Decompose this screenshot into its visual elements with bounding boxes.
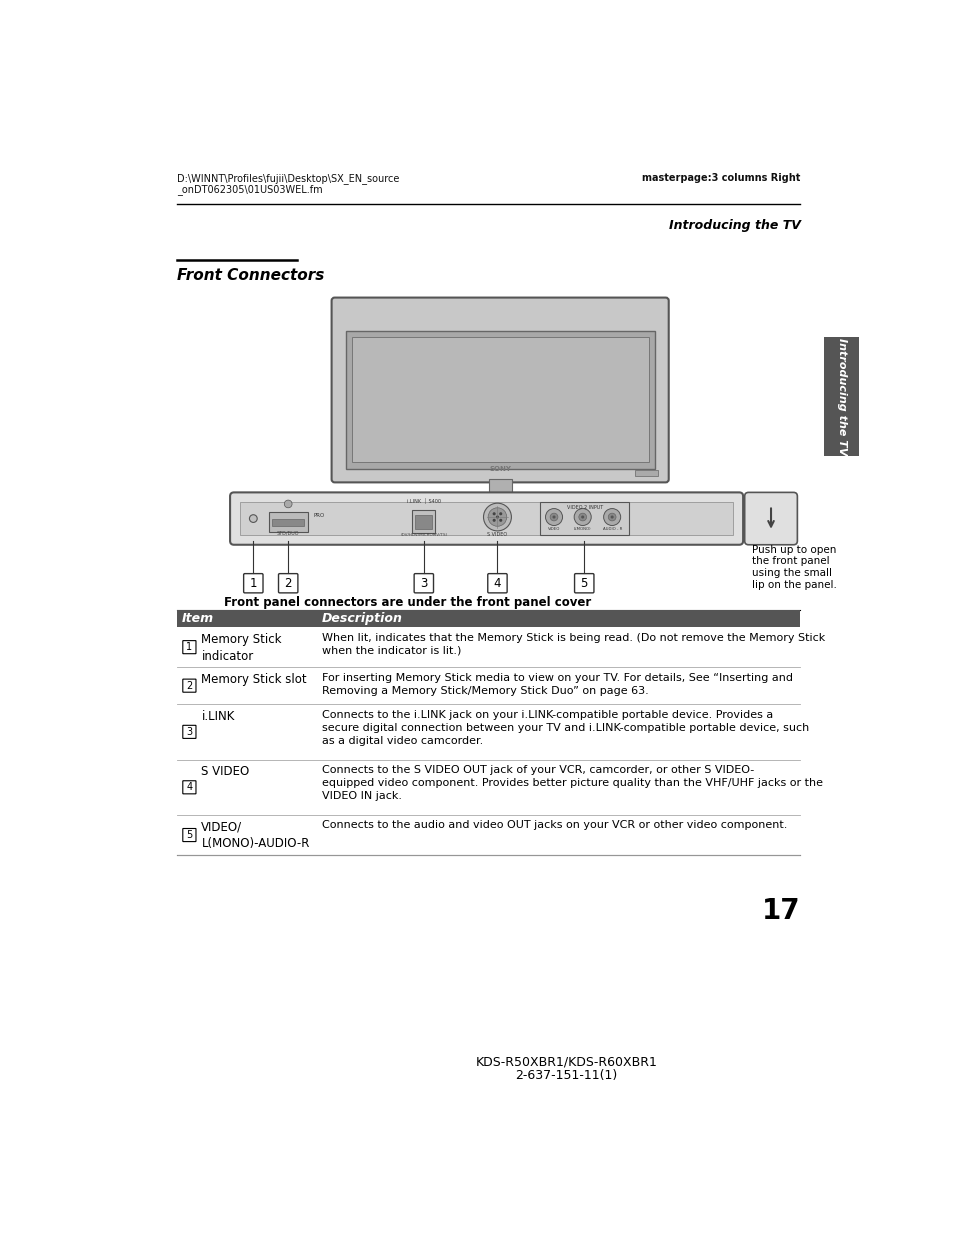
FancyBboxPatch shape bbox=[332, 298, 668, 483]
Text: 2: 2 bbox=[284, 577, 292, 590]
Text: When lit, indicates that the Memory Stick is being read. (Do not remove the Memo: When lit, indicates that the Memory Stic… bbox=[321, 632, 824, 656]
Text: masterpage:3 columns Right: masterpage:3 columns Right bbox=[641, 173, 800, 183]
FancyBboxPatch shape bbox=[183, 641, 195, 653]
Bar bbox=[272, 520, 304, 526]
Circle shape bbox=[284, 500, 292, 508]
FancyBboxPatch shape bbox=[183, 679, 195, 692]
Text: STD/DUO: STD/DUO bbox=[276, 531, 299, 536]
Text: 1: 1 bbox=[186, 642, 193, 652]
Bar bbox=[352, 337, 648, 462]
Text: i.LINK: i.LINK bbox=[201, 710, 234, 722]
Text: 5: 5 bbox=[186, 830, 193, 840]
Text: Front panel connectors are under the front panel cover: Front panel connectors are under the fro… bbox=[224, 597, 591, 609]
Circle shape bbox=[610, 515, 613, 519]
Bar bbox=[177, 610, 800, 627]
FancyBboxPatch shape bbox=[574, 573, 594, 593]
Circle shape bbox=[483, 503, 511, 531]
Text: 17: 17 bbox=[761, 897, 800, 925]
Bar bbox=[177, 760, 800, 815]
FancyBboxPatch shape bbox=[183, 781, 195, 794]
Bar bbox=[634, 471, 658, 477]
Circle shape bbox=[552, 515, 555, 519]
Circle shape bbox=[580, 515, 583, 519]
Text: For inserting Memory Stick media to view on your TV. For details, See “Inserting: For inserting Memory Stick media to view… bbox=[321, 673, 792, 695]
FancyBboxPatch shape bbox=[183, 725, 195, 739]
FancyBboxPatch shape bbox=[183, 829, 195, 841]
Text: Connects to the audio and video OUT jacks on your VCR or other video component.: Connects to the audio and video OUT jack… bbox=[321, 820, 786, 830]
Bar bbox=[345, 331, 654, 468]
Circle shape bbox=[498, 513, 502, 515]
Text: Front Connectors: Front Connectors bbox=[177, 268, 324, 283]
Text: S VIDEO: S VIDEO bbox=[201, 764, 250, 778]
FancyBboxPatch shape bbox=[243, 573, 263, 593]
Text: Introducing the TV: Introducing the TV bbox=[836, 338, 845, 456]
Bar bbox=[177, 815, 800, 855]
Text: L(MONO): L(MONO) bbox=[574, 527, 591, 531]
FancyBboxPatch shape bbox=[744, 493, 797, 545]
Text: S VIDEO: S VIDEO bbox=[487, 532, 507, 537]
Circle shape bbox=[578, 514, 586, 521]
Text: Introducing the TV: Introducing the TV bbox=[668, 219, 800, 232]
Circle shape bbox=[488, 508, 506, 526]
FancyBboxPatch shape bbox=[278, 573, 297, 593]
Circle shape bbox=[249, 515, 257, 522]
Text: 5: 5 bbox=[580, 577, 587, 590]
Text: D:\WINNT\Profiles\fujii\Desktop\SX_EN_source: D:\WINNT\Profiles\fujii\Desktop\SX_EN_so… bbox=[177, 173, 399, 184]
Circle shape bbox=[492, 513, 496, 515]
Bar bbox=[177, 627, 800, 667]
Bar bbox=[177, 704, 800, 760]
Circle shape bbox=[492, 519, 496, 522]
Text: Connects to the S VIDEO OUT jack of your VCR, camcorder, or other S VIDEO-
equip: Connects to the S VIDEO OUT jack of your… bbox=[321, 764, 821, 802]
FancyBboxPatch shape bbox=[414, 573, 433, 593]
Text: 4: 4 bbox=[186, 782, 193, 793]
Text: i.LINK  │ S400: i.LINK │ S400 bbox=[406, 499, 440, 504]
Circle shape bbox=[496, 515, 498, 519]
Bar bbox=[823, 337, 858, 456]
Text: Connects to the i.LINK jack on your i.LINK-compatible portable device. Provides : Connects to the i.LINK jack on your i.LI… bbox=[321, 710, 808, 746]
Text: 1: 1 bbox=[250, 577, 256, 590]
FancyBboxPatch shape bbox=[487, 573, 507, 593]
Text: Description: Description bbox=[321, 613, 402, 625]
Bar bbox=[240, 503, 732, 535]
Bar bbox=[415, 515, 432, 529]
FancyBboxPatch shape bbox=[230, 493, 742, 545]
Bar bbox=[539, 503, 629, 535]
Text: Item: Item bbox=[182, 613, 213, 625]
Circle shape bbox=[574, 509, 591, 526]
Text: VIDEO/
L(MONO)-AUDIO-R: VIDEO/ L(MONO)-AUDIO-R bbox=[201, 820, 310, 851]
Bar bbox=[488, 479, 511, 495]
Text: 3: 3 bbox=[419, 577, 427, 590]
Text: VIDEO 2 INPUT: VIDEO 2 INPUT bbox=[566, 505, 602, 510]
Bar bbox=[269, 511, 307, 531]
Text: 2: 2 bbox=[186, 680, 193, 690]
Text: 2-637-151-11(1): 2-637-151-11(1) bbox=[515, 1070, 617, 1082]
Text: Memory Stick slot: Memory Stick slot bbox=[201, 673, 307, 685]
Circle shape bbox=[608, 514, 616, 521]
Bar bbox=[177, 667, 800, 704]
Text: _onDT062305\01US03WEL.fm: _onDT062305\01US03WEL.fm bbox=[177, 184, 323, 195]
Text: PRO: PRO bbox=[314, 513, 325, 517]
Circle shape bbox=[603, 509, 620, 526]
Text: 4: 4 bbox=[494, 577, 500, 590]
Text: (DV/HDV/MICROMV/TS): (DV/HDV/MICROMV/TS) bbox=[399, 534, 447, 537]
Text: Push up to open
the front panel
using the small
lip on the panel.: Push up to open the front panel using th… bbox=[752, 545, 837, 589]
Text: 3: 3 bbox=[186, 727, 193, 737]
Text: SONY: SONY bbox=[489, 466, 511, 472]
Text: AUDIO - R: AUDIO - R bbox=[602, 527, 621, 531]
Text: KDS-R50XBR1/KDS-R60XBR1: KDS-R50XBR1/KDS-R60XBR1 bbox=[475, 1055, 657, 1068]
Bar bbox=[412, 510, 435, 534]
Text: VIDEO: VIDEO bbox=[547, 527, 559, 531]
Circle shape bbox=[545, 509, 562, 526]
Circle shape bbox=[550, 514, 558, 521]
Circle shape bbox=[498, 519, 502, 522]
Text: Memory Stick
indicator: Memory Stick indicator bbox=[201, 632, 281, 662]
